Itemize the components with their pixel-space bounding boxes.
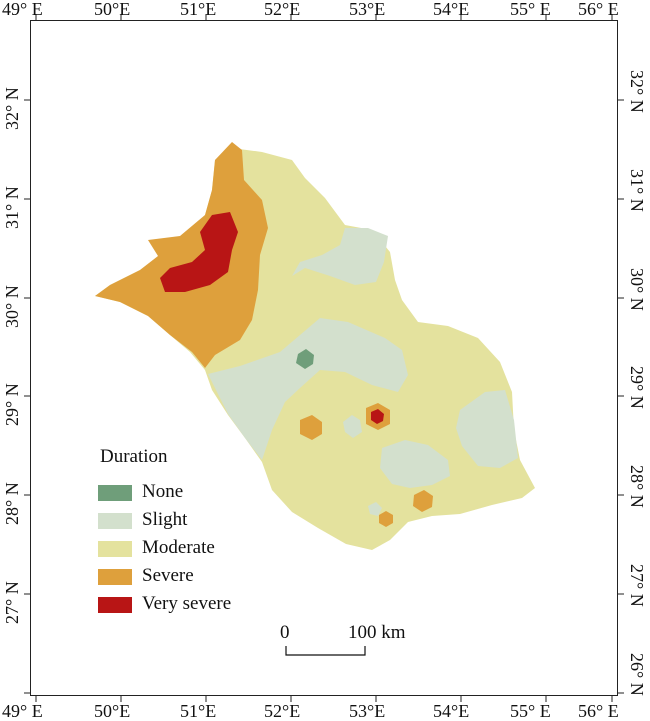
region-slight-south: [380, 440, 450, 488]
lat-label-left-29: 29° N: [2, 383, 22, 426]
lat-label-right-30: 30° N: [627, 268, 647, 311]
lon-label-bottom-55: 55° E: [510, 701, 551, 721]
lon-label-top-52: 52°E: [264, 0, 301, 19]
lon-label-top-51: 51°E: [180, 0, 217, 19]
lat-label-right-26: 26° N: [627, 653, 647, 696]
lon-label-bottom-53: 53°E: [349, 701, 386, 721]
region-very-severe-northwest: [160, 212, 238, 292]
legend-label-slight: Slight: [142, 509, 188, 530]
legend-swatch-moderate: [98, 541, 132, 557]
region-severe-northwest: [95, 142, 268, 368]
lon-label-bottom-56: 56° E: [578, 701, 619, 721]
region-severe-hotspot-3: [413, 490, 433, 512]
lat-label-right-32: 32° N: [627, 70, 647, 113]
region-very-severe-hotspot: [371, 409, 384, 424]
region-severe-hotspot-4: [379, 511, 393, 527]
legend-label-very-severe: Very severe: [142, 593, 232, 614]
lon-label-top-49: 49° E: [2, 0, 43, 19]
region-slight-north: [292, 228, 388, 285]
legend-swatch-severe: [98, 569, 132, 585]
lat-label-right-31: 31° N: [627, 169, 647, 212]
lat-label-right-27: 27° N: [627, 564, 647, 607]
scale-label-start: 0: [280, 622, 290, 643]
legend-label-moderate: Moderate: [142, 537, 215, 558]
lat-label-left-31: 31° N: [2, 186, 22, 229]
region-slight-small-south: [368, 502, 382, 516]
lon-label-top-54: 54°E: [433, 0, 470, 19]
region-slight-east: [456, 390, 518, 468]
scale-bar: [285, 646, 366, 656]
lat-label-left-27: 27° N: [2, 581, 22, 624]
legend-swatch-none: [98, 485, 132, 501]
lat-label-right-29: 29° N: [627, 366, 647, 409]
lon-label-bottom-51: 51°E: [180, 701, 217, 721]
scale-label-end: 100 km: [348, 622, 406, 643]
region-severe-hotspot-1: [300, 415, 322, 440]
lat-label-left-32: 32° N: [2, 87, 22, 130]
lat-label-right-28: 28° N: [627, 465, 647, 508]
region-slight-small: [343, 415, 362, 438]
legend-label-none: None: [142, 481, 184, 502]
graticule-ticks: [24, 14, 624, 702]
legend-swatch-slight: [98, 513, 132, 529]
lon-label-top-53: 53°E: [349, 0, 386, 19]
lon-label-bottom-49: 49° E: [2, 701, 43, 721]
lon-label-top-56: 56° E: [578, 0, 619, 19]
lat-label-left-28: 28° N: [2, 482, 22, 525]
lon-label-bottom-52: 52°E: [264, 701, 301, 721]
region-slight-central: [208, 318, 408, 460]
region-none: [296, 349, 314, 369]
legend-swatch-very-severe: [98, 597, 132, 613]
lon-label-bottom-50: 50°E: [94, 701, 131, 721]
map-frame: [30, 20, 618, 696]
lon-label-top-50: 50°E: [94, 0, 131, 19]
lat-label-left-30: 30° N: [2, 285, 22, 328]
lon-label-bottom-54: 54°E: [433, 701, 470, 721]
lon-label-top-55: 55° E: [510, 0, 551, 19]
legend-label-severe: Severe: [142, 565, 194, 586]
legend-title: Duration: [100, 446, 168, 467]
